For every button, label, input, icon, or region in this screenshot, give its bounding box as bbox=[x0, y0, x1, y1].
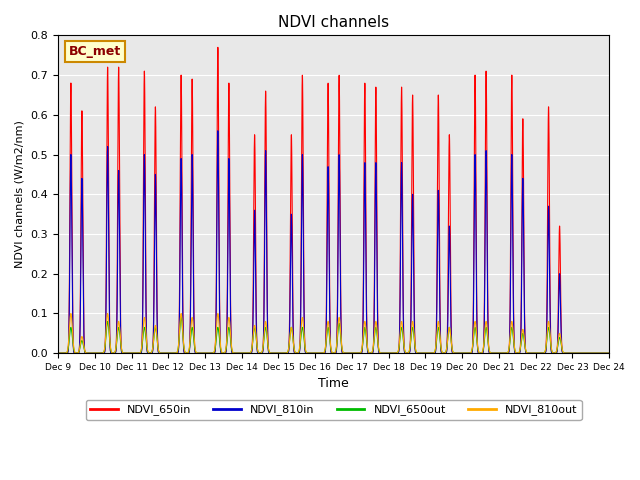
X-axis label: Time: Time bbox=[318, 377, 349, 390]
Y-axis label: NDVI channels (W/m2/nm): NDVI channels (W/m2/nm) bbox=[15, 120, 25, 268]
Title: NDVI channels: NDVI channels bbox=[278, 15, 389, 30]
Text: BC_met: BC_met bbox=[69, 45, 122, 58]
Legend: NDVI_650in, NDVI_810in, NDVI_650out, NDVI_810out: NDVI_650in, NDVI_810in, NDVI_650out, NDV… bbox=[86, 400, 582, 420]
